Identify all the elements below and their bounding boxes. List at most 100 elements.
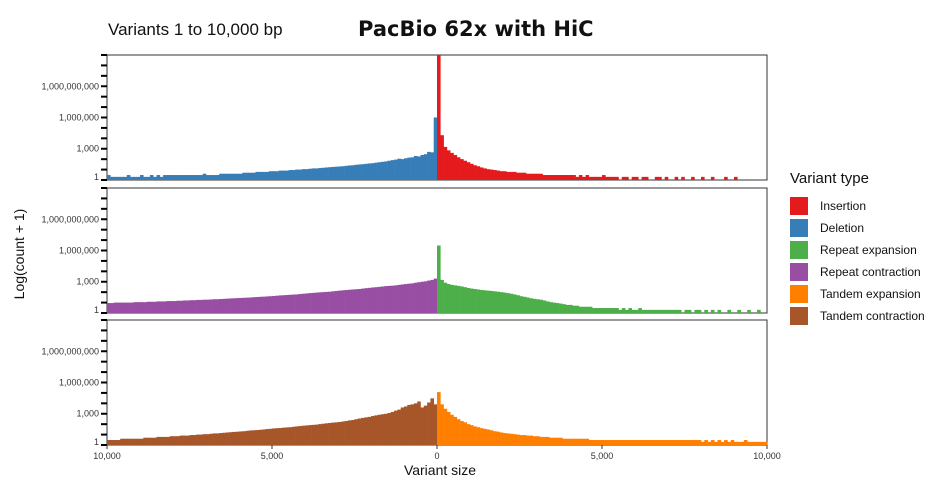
bar-repeat-expansion	[443, 282, 448, 313]
bar-tandem-expansion	[499, 432, 504, 445]
bar-repeat-expansion	[532, 298, 537, 313]
bar-repeat-contraction	[123, 302, 128, 313]
bar-repeat-expansion	[668, 309, 672, 313]
bar-insertion	[466, 162, 471, 180]
bar-deletion	[413, 156, 418, 180]
bar-insertion	[631, 176, 636, 180]
bar-tandem-contraction	[407, 404, 411, 445]
bar-repeat-contraction	[344, 290, 349, 313]
bar-tandem-expansion	[618, 440, 623, 445]
bar-tandem-expansion	[668, 440, 672, 445]
y-tick-label: 1,000,000,000	[41, 346, 99, 356]
bar-repeat-contraction	[209, 299, 213, 313]
bar-deletion	[341, 166, 345, 180]
bar-insertion	[681, 176, 685, 180]
bar-tandem-contraction	[179, 435, 184, 445]
bar-tandem-expansion	[757, 441, 761, 445]
y-tick-label: 1,000,000	[59, 246, 99, 256]
bar-deletion	[110, 176, 114, 180]
bar-insertion	[473, 165, 477, 180]
bar-tandem-contraction	[347, 420, 352, 445]
legend-item: Tandem contraction	[790, 305, 925, 327]
bar-repeat-contraction	[232, 298, 236, 313]
bar-tandem-expansion	[641, 440, 646, 445]
bar-repeat-contraction	[219, 299, 223, 313]
bar-deletion	[357, 164, 362, 180]
bar-deletion	[298, 169, 302, 180]
legend-label: Repeat contraction	[820, 265, 921, 279]
bar-tandem-contraction	[252, 430, 256, 445]
bar-repeat-contraction	[149, 301, 154, 313]
bar-repeat-expansion	[463, 287, 467, 313]
bar-deletion	[351, 165, 355, 180]
bar-tandem-contraction	[235, 431, 240, 445]
bar-deletion	[176, 175, 180, 180]
bar-deletion	[182, 175, 187, 180]
bar-insertion	[572, 175, 576, 180]
bar-repeat-contraction	[295, 294, 299, 313]
bar-repeat-expansion	[575, 305, 580, 313]
bar-tandem-contraction	[215, 433, 220, 445]
bar-tandem-contraction	[321, 423, 326, 445]
bar-repeat-expansion	[460, 286, 464, 313]
bar-repeat-expansion	[578, 306, 583, 313]
bar-repeat-contraction	[400, 284, 405, 313]
bar-insertion	[605, 176, 609, 180]
bar-insertion	[602, 175, 606, 180]
bar-insertion	[493, 170, 497, 180]
bar-repeat-expansion	[598, 308, 603, 313]
bar-deletion	[321, 167, 326, 180]
bar-repeat-expansion	[496, 291, 500, 313]
bar-repeat-expansion	[661, 309, 665, 313]
bar-repeat-contraction	[328, 291, 332, 313]
bar-deletion	[113, 176, 118, 180]
bar-tandem-expansion	[440, 404, 444, 445]
bar-deletion	[394, 159, 398, 180]
bar-insertion	[559, 175, 563, 180]
bar-tandem-expansion	[671, 440, 675, 445]
bar-tandem-contraction	[404, 406, 408, 445]
bar-deletion	[123, 176, 128, 180]
bar-deletion	[374, 162, 378, 180]
bar-repeat-expansion	[483, 290, 487, 313]
bar-deletion	[268, 171, 273, 180]
bar-repeat-expansion	[506, 293, 510, 313]
bar-deletion	[212, 175, 217, 180]
bar-tandem-contraction	[173, 436, 177, 445]
bar-repeat-contraction	[387, 285, 392, 313]
bar-tandem-contraction	[159, 436, 164, 445]
bar-repeat-expansion	[664, 309, 669, 313]
bar-deletion	[258, 171, 263, 180]
bar-tandem-contraction	[288, 427, 293, 445]
bar-repeat-expansion	[615, 308, 619, 313]
bar-tandem-expansion	[691, 440, 695, 445]
bar-repeat-contraction	[140, 302, 144, 313]
bar-tandem-expansion	[483, 428, 487, 445]
bar-deletion	[423, 154, 428, 180]
bar-deletion	[163, 175, 167, 180]
bar-insertion	[519, 172, 524, 180]
bar-tandem-contraction	[423, 405, 428, 445]
bar-repeat-expansion	[717, 309, 722, 313]
bar-deletion	[371, 163, 375, 180]
bar-tandem-contraction	[427, 402, 431, 445]
x-tick-label: 5,000	[261, 451, 284, 461]
bar-repeat-contraction	[390, 285, 395, 313]
bar-tandem-contraction	[420, 407, 425, 445]
bar-tandem-contraction	[367, 416, 372, 445]
legend-label: Repeat expansion	[820, 243, 917, 257]
bar-repeat-expansion	[694, 309, 698, 313]
legend-swatch	[790, 263, 808, 281]
bar-insertion	[503, 171, 507, 180]
bar-insertion	[450, 152, 454, 180]
bar-insertion	[453, 155, 458, 180]
bar-repeat-expansion	[440, 279, 444, 313]
bar-repeat-contraction	[146, 301, 151, 313]
bar-repeat-contraction	[126, 302, 131, 313]
bar-insertion	[509, 171, 514, 180]
bar-repeat-expansion	[549, 302, 553, 313]
bar-insertion	[585, 175, 590, 180]
bar-insertion	[479, 167, 484, 180]
bar-deletion	[229, 173, 233, 180]
bar-repeat-expansion	[552, 302, 557, 313]
